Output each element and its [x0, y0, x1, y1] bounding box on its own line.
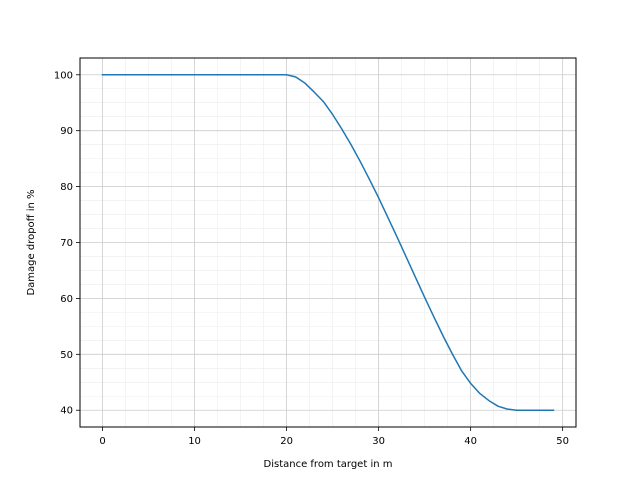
y-axis-ticks: 40 50 60 70 80 90 100: [54, 70, 80, 417]
y-tick-label: 100: [54, 70, 73, 81]
x-axis-label: Distance from target in m: [264, 459, 393, 470]
x-axis-ticks: 0 10 20 30 40 50: [99, 427, 569, 447]
series-line-0: [101, 74, 555, 411]
y-tick-label: 90: [60, 126, 73, 137]
y-tick-label: 80: [60, 182, 73, 193]
y-tick-label: 70: [60, 238, 73, 249]
series-layer: [101, 74, 555, 411]
x-tick-label: 30: [372, 436, 385, 447]
y-axis-label: Damage dropoff in %: [26, 189, 37, 295]
x-tick-label: 0: [99, 436, 105, 447]
x-tick-label: 10: [188, 436, 201, 447]
y-tick-label: 40: [60, 406, 73, 417]
x-tick-label: 40: [464, 436, 477, 447]
y-tick-label: 60: [60, 294, 73, 305]
x-tick-label: 50: [556, 436, 569, 447]
y-tick-label: 50: [60, 350, 73, 361]
x-tick-label: 20: [280, 436, 293, 447]
